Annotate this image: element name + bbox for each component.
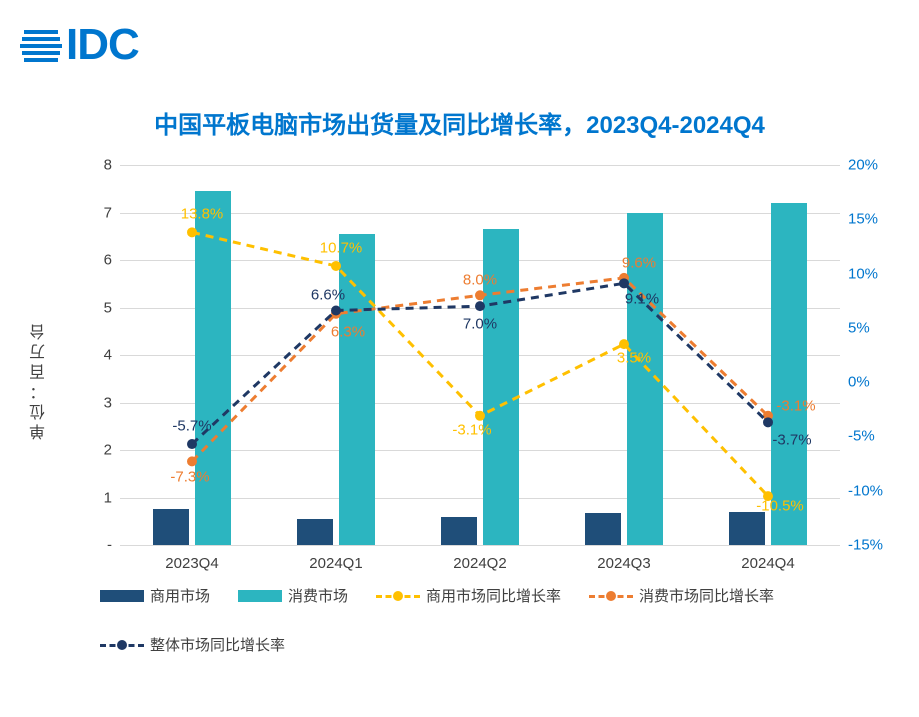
idc-logo-text: IDC xyxy=(66,20,139,70)
data-label: 8.0% xyxy=(463,272,497,289)
data-label: -7.3% xyxy=(170,469,209,486)
data-label: 3.5% xyxy=(617,350,651,367)
data-label: -10.5% xyxy=(756,498,804,515)
marker xyxy=(475,301,485,311)
data-label: -5.7% xyxy=(172,418,211,435)
x-tick: 2024Q2 xyxy=(453,555,506,572)
legend-swatch-bar xyxy=(238,590,282,602)
data-label: 9.1% xyxy=(625,291,659,308)
legend-swatch-line xyxy=(589,590,633,602)
y-axis-left-label: 单位：百万台 xyxy=(28,320,52,440)
y-right-tick: -5% xyxy=(848,428,875,445)
x-tick: 2024Q4 xyxy=(741,555,794,572)
legend-item: 商用市场同比增长率 xyxy=(376,585,561,606)
chart-lines-layer xyxy=(120,165,840,545)
y-right-tick: -10% xyxy=(848,482,883,499)
legend-swatch-line xyxy=(100,639,144,651)
legend-label: 整体市场同比增长率 xyxy=(150,634,285,655)
y-left-tick: 3 xyxy=(104,394,112,411)
x-tick: 2024Q1 xyxy=(309,555,362,572)
y-left-tick: 4 xyxy=(104,347,112,364)
legend-label: 消费市场同比增长率 xyxy=(639,585,774,606)
legend-item: 消费市场同比增长率 xyxy=(589,585,774,606)
chart-title: 中国平板电脑市场出货量及同比增长率，2023Q4-2024Q4 xyxy=(0,105,919,140)
x-tick: 2023Q4 xyxy=(165,555,218,572)
data-label: -3.7% xyxy=(772,432,811,449)
y-right-tick: 5% xyxy=(848,319,870,336)
chart-legend: 商用市场 消费市场 商用市场同比增长率 消费市场同比增长率整体市场同比增长率 xyxy=(100,585,860,655)
gridline xyxy=(120,545,840,546)
legend-item: 整体市场同比增长率 xyxy=(100,634,285,655)
marker xyxy=(331,261,341,271)
marker xyxy=(187,439,197,449)
data-label: -3.1% xyxy=(452,421,491,438)
marker xyxy=(475,411,485,421)
y-left-tick: 2 xyxy=(104,442,112,459)
y-right-tick: -15% xyxy=(848,537,883,554)
idc-logo-mark xyxy=(20,24,62,66)
marker xyxy=(187,227,197,237)
chart-plot-area: -12345678-15%-10%-5%0%5%10%15%20%2023Q42… xyxy=(120,165,840,545)
marker xyxy=(475,290,485,300)
marker xyxy=(331,305,341,315)
data-label: 6.3% xyxy=(331,323,365,340)
legend-swatch-line xyxy=(376,590,420,602)
y-left-tick: 6 xyxy=(104,252,112,269)
data-label: 9.6% xyxy=(622,254,656,271)
y-right-tick: 15% xyxy=(848,211,878,228)
y-left-tick: 8 xyxy=(104,157,112,174)
data-label: 7.0% xyxy=(463,316,497,333)
data-label: -3.1% xyxy=(776,397,815,414)
y-right-tick: 10% xyxy=(848,265,878,282)
x-tick: 2024Q3 xyxy=(597,555,650,572)
legend-item: 商用市场 xyxy=(100,585,210,606)
legend-label: 商用市场同比增长率 xyxy=(426,585,561,606)
data-label: 6.6% xyxy=(311,287,345,304)
marker xyxy=(619,339,629,349)
y-left-tick: - xyxy=(107,537,112,554)
marker xyxy=(619,278,629,288)
y-left-tick: 7 xyxy=(104,204,112,221)
y-right-tick: 20% xyxy=(848,157,878,174)
legend-label: 消费市场 xyxy=(288,585,348,606)
marker xyxy=(187,456,197,466)
y-left-tick: 1 xyxy=(104,489,112,506)
data-label: 13.8% xyxy=(181,206,224,223)
y-right-tick: 0% xyxy=(848,374,870,391)
data-label: 10.7% xyxy=(320,239,363,256)
marker xyxy=(763,417,773,427)
legend-label: 商用市场 xyxy=(150,585,210,606)
y-left-tick: 5 xyxy=(104,299,112,316)
legend-item: 消费市场 xyxy=(238,585,348,606)
idc-logo: IDC xyxy=(20,20,139,70)
legend-swatch-bar xyxy=(100,590,144,602)
